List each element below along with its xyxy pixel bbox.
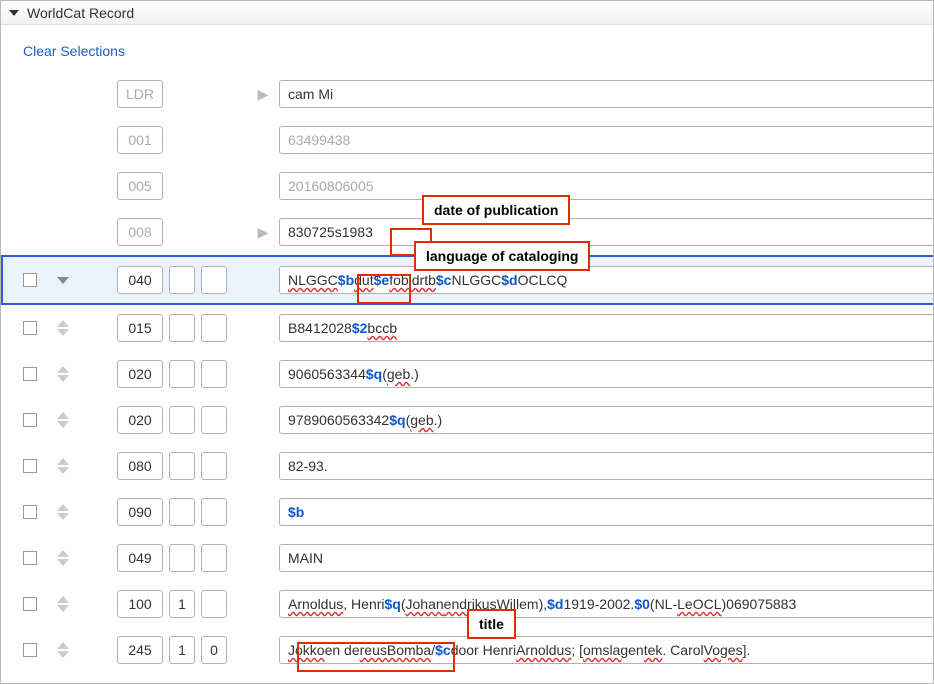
tag-box[interactable]: 020 bbox=[117, 406, 163, 434]
field-value[interactable]: NLGGC $b dut $e fobidrtb $c NLGGC $d OCL… bbox=[279, 266, 933, 294]
tag-box[interactable]: 040 bbox=[117, 266, 163, 294]
field-value[interactable]: B8412028 $2 bccb bbox=[279, 314, 933, 342]
callout-date: date of publication bbox=[422, 195, 570, 225]
indicator-1[interactable] bbox=[169, 544, 195, 572]
reorder-arrows[interactable] bbox=[51, 596, 75, 612]
row-checkbox[interactable] bbox=[23, 321, 37, 335]
tag-box[interactable]: 090 bbox=[117, 498, 163, 526]
collapse-icon bbox=[9, 10, 19, 16]
reorder-arrows[interactable] bbox=[51, 504, 75, 520]
indicator-2[interactable] bbox=[201, 314, 227, 342]
row-checkbox[interactable] bbox=[23, 643, 37, 657]
variable-row: 015 B8412028 $2 bccb bbox=[1, 305, 933, 351]
row-checkbox[interactable] bbox=[23, 459, 37, 473]
indicator-1[interactable] bbox=[169, 406, 195, 434]
row-checkbox[interactable] bbox=[23, 597, 37, 611]
record-rows: LDR ▶ cam Mi 001 63499438 005 20160806005 008 ▶ 8… bbox=[1, 71, 933, 673]
indicator-2[interactable] bbox=[201, 266, 227, 294]
indicator-1[interactable] bbox=[169, 266, 195, 294]
field-value[interactable]: MAIN bbox=[279, 544, 933, 572]
callout-title: title bbox=[467, 609, 516, 639]
field-value[interactable]: 9789060563342 $q (geb.) bbox=[279, 406, 933, 434]
field-value[interactable]: Arnoldus, Henri $q (Johan endrikus Wille… bbox=[279, 590, 933, 618]
fixed-row: 001 63499438 bbox=[1, 117, 933, 163]
indicator-1[interactable]: 1 bbox=[169, 636, 195, 664]
fixed-row: LDR ▶ cam Mi bbox=[1, 71, 933, 117]
indicator-1[interactable] bbox=[169, 314, 195, 342]
variable-row: 090 $b bbox=[1, 489, 933, 535]
panel-header[interactable]: WorldCat Record bbox=[1, 1, 933, 25]
row-checkbox[interactable] bbox=[23, 551, 37, 565]
reorder-arrows[interactable] bbox=[51, 550, 75, 566]
field-value[interactable]: $b bbox=[279, 498, 933, 526]
row-checkbox[interactable] bbox=[23, 413, 37, 427]
indicator-1[interactable] bbox=[169, 498, 195, 526]
indicator-2[interactable] bbox=[201, 544, 227, 572]
indicator-2[interactable] bbox=[201, 498, 227, 526]
row-checkbox[interactable] bbox=[23, 367, 37, 381]
variable-row: 020 9060563344 $q (geb.) bbox=[1, 351, 933, 397]
field-value[interactable]: cam Mi bbox=[279, 80, 933, 108]
field-value[interactable]: 63499438 bbox=[279, 126, 933, 154]
field-value[interactable]: 20160806005 bbox=[279, 172, 933, 200]
indicator-1[interactable] bbox=[169, 360, 195, 388]
tag-box[interactable]: 080 bbox=[117, 452, 163, 480]
field-value[interactable]: 82-93. bbox=[279, 452, 933, 480]
variable-row: 080 82-93. bbox=[1, 443, 933, 489]
tag-box[interactable]: LDR bbox=[117, 80, 163, 108]
tag-box[interactable]: 008 bbox=[117, 218, 163, 246]
callout-lang: language of cataloging bbox=[414, 241, 590, 271]
tag-box[interactable]: 049 bbox=[117, 544, 163, 572]
indicator-1[interactable] bbox=[169, 452, 195, 480]
reorder-arrows[interactable] bbox=[51, 320, 75, 336]
indicator-2[interactable] bbox=[201, 406, 227, 434]
row-checkbox[interactable] bbox=[23, 273, 37, 287]
tag-box[interactable]: 005 bbox=[117, 172, 163, 200]
expander-icon[interactable]: ▶ bbox=[255, 86, 271, 103]
indicator-2[interactable]: 0 bbox=[201, 636, 227, 664]
indicator-1[interactable]: 1 bbox=[169, 590, 195, 618]
reorder-arrows[interactable] bbox=[51, 458, 75, 474]
indicator-2[interactable] bbox=[201, 590, 227, 618]
field-value[interactable]: Jokko en de reus Bomba / $c door Henri A… bbox=[279, 636, 933, 664]
field-value[interactable]: 830725s1983 bbox=[279, 218, 933, 246]
tag-box[interactable]: 015 bbox=[117, 314, 163, 342]
tag-box[interactable]: 001 bbox=[117, 126, 163, 154]
variable-row: 020 9789060563342 $q (geb.) bbox=[1, 397, 933, 443]
clear-selections-link[interactable]: Clear Selections bbox=[1, 25, 125, 71]
indicator-2[interactable] bbox=[201, 360, 227, 388]
variable-row: 049 MAIN bbox=[1, 535, 933, 581]
row-checkbox[interactable] bbox=[23, 505, 37, 519]
expander-icon[interactable]: ▶ bbox=[255, 224, 271, 241]
tag-box[interactable]: 100 bbox=[117, 590, 163, 618]
panel-title: WorldCat Record bbox=[27, 5, 134, 21]
tag-box[interactable]: 020 bbox=[117, 360, 163, 388]
reorder-arrows[interactable] bbox=[51, 277, 75, 284]
indicator-2[interactable] bbox=[201, 452, 227, 480]
field-value[interactable]: 9060563344 $q (geb.) bbox=[279, 360, 933, 388]
reorder-arrows[interactable] bbox=[51, 366, 75, 382]
tag-box[interactable]: 245 bbox=[117, 636, 163, 664]
reorder-arrows[interactable] bbox=[51, 642, 75, 658]
reorder-arrows[interactable] bbox=[51, 412, 75, 428]
